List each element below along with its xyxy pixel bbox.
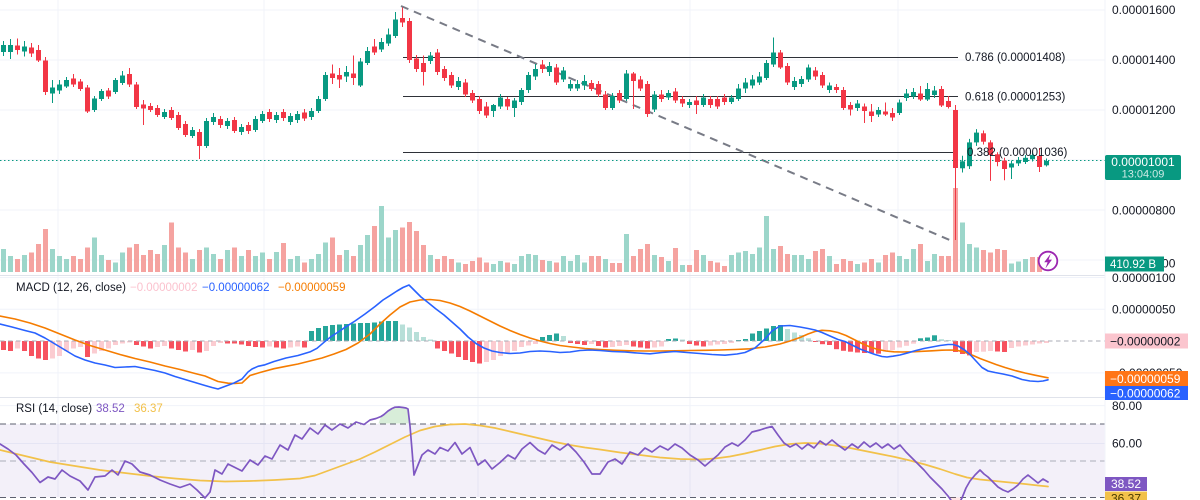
svg-text:0.00001001: 0.00001001 xyxy=(1111,155,1175,169)
svg-text:0.00000100: 0.00000100 xyxy=(1112,271,1176,285)
svg-text:0.00000050: 0.00000050 xyxy=(1112,303,1176,317)
svg-text:36.37: 36.37 xyxy=(134,403,163,415)
svg-text:0.00000800: 0.00000800 xyxy=(1112,204,1176,218)
svg-text:0.00001200: 0.00001200 xyxy=(1112,103,1176,117)
svg-text:RSI (14, close): RSI (14, close) xyxy=(16,403,92,415)
svg-text:−0.00000002: −0.00000002 xyxy=(130,282,197,294)
svg-text:60.00: 60.00 xyxy=(1112,437,1142,451)
svg-text:38.52: 38.52 xyxy=(1111,477,1141,491)
svg-text:0.786 (0.00001408): 0.786 (0.00001408) xyxy=(965,52,1066,64)
svg-text:0.00001400: 0.00001400 xyxy=(1112,53,1176,67)
svg-text:38.52: 38.52 xyxy=(96,403,125,415)
svg-text:MACD (12, 26, close): MACD (12, 26, close) xyxy=(16,282,126,294)
svg-text:36.37: 36.37 xyxy=(1111,492,1141,500)
svg-text:−0.00000002: −0.00000002 xyxy=(1110,335,1181,349)
svg-text:0.00001600: 0.00001600 xyxy=(1112,3,1176,17)
svg-text:0.618 (0.00001253): 0.618 (0.00001253) xyxy=(965,92,1066,104)
svg-text:−0.00000059: −0.00000059 xyxy=(1110,372,1181,386)
svg-text:13:04:09: 13:04:09 xyxy=(1122,169,1165,181)
svg-text:−0.00000062: −0.00000062 xyxy=(202,282,269,294)
svg-text:0.382 (0.00001036): 0.382 (0.00001036) xyxy=(967,147,1068,159)
svg-text:410.92 B: 410.92 B xyxy=(1110,259,1156,271)
svg-text:−0.00000059: −0.00000059 xyxy=(278,282,345,294)
svg-text:80.00: 80.00 xyxy=(1112,399,1142,413)
svg-text:−0.00000062: −0.00000062 xyxy=(1110,387,1181,401)
